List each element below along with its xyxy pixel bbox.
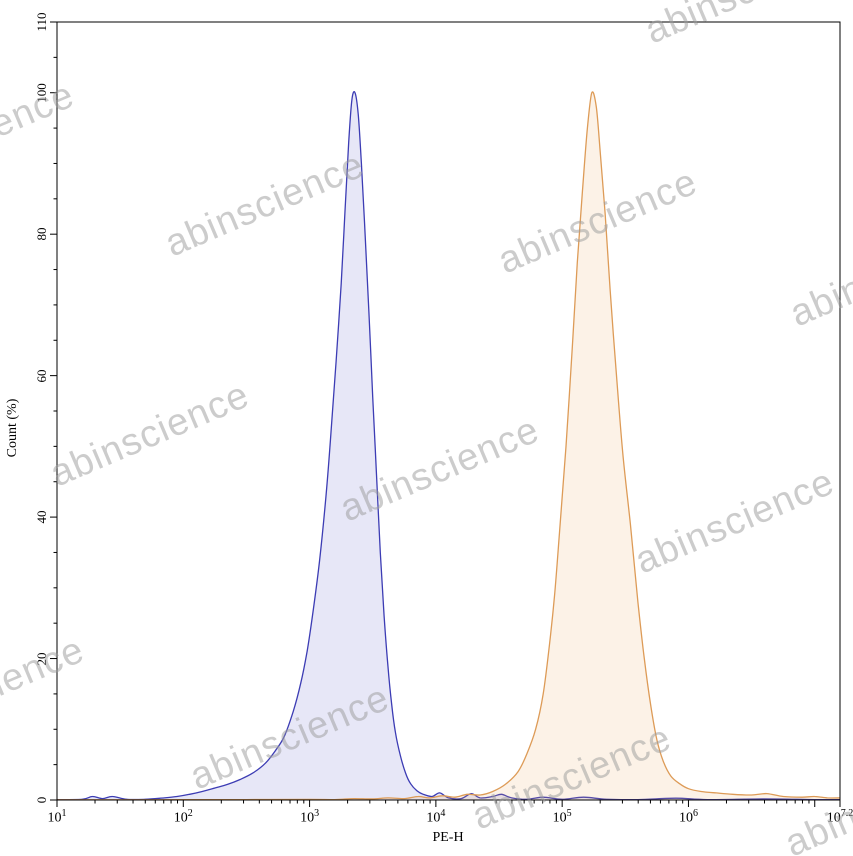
blue-peak-curve xyxy=(56,91,841,801)
orange-peak-fill xyxy=(57,91,840,801)
y-tick-label: 60 xyxy=(34,369,49,383)
y-tick-label: 20 xyxy=(34,652,49,666)
blue-peak-fill xyxy=(57,91,840,801)
x-tick-label: 107.2 xyxy=(826,808,853,826)
x-tick-label: 104 xyxy=(426,808,446,826)
y-tick-label: 0 xyxy=(34,796,49,804)
y-tick-label: 80 xyxy=(34,227,49,241)
x-tick-label: 106 xyxy=(678,808,698,826)
x-tick-label: 101 xyxy=(47,808,67,826)
y-tick-label: 40 xyxy=(34,510,49,524)
plot-border xyxy=(56,21,841,801)
y-tick-label: 110 xyxy=(34,12,49,32)
x-axis-title: PE-H xyxy=(432,830,464,845)
x-tick-label: 105 xyxy=(552,808,572,826)
y-axis-title: Count (%) xyxy=(5,398,20,458)
y-tick-label: 100 xyxy=(34,82,49,103)
x-tick-label: 102 xyxy=(173,808,193,826)
orange-peak-curve xyxy=(56,91,841,801)
x-tick-label: 103 xyxy=(300,808,320,826)
